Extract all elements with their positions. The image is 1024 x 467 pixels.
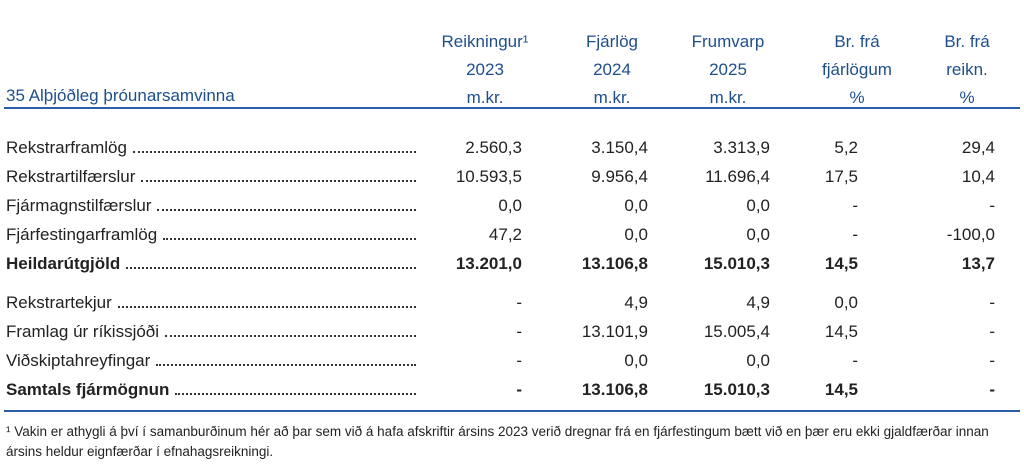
cell-value: - — [516, 380, 522, 399]
cell-value: 17,5 — [824, 167, 858, 186]
column-header: m.kr. — [709, 88, 747, 107]
column-header: % — [849, 88, 865, 107]
row-label: Viðskiptahreyfingar — [6, 351, 416, 371]
dot-leader — [132, 138, 416, 153]
cell-value: - — [516, 351, 522, 370]
header-rule — [4, 107, 1020, 109]
column-header: m.kr. — [593, 88, 631, 107]
dot-leader — [157, 196, 416, 211]
column-header: 2023 — [466, 60, 504, 79]
footnote: ¹ Vakin er athygli á því í samanburðinum… — [6, 424, 989, 459]
row-label: Fjárfestingarframlög — [6, 225, 416, 245]
row-label-text: Viðskiptahreyfingar — [6, 351, 151, 370]
row-label: Framlag úr ríkissjóði — [6, 322, 416, 342]
row-label: Rekstrartilfærslur — [6, 167, 416, 187]
dot-leader — [126, 254, 416, 269]
column-header: reikn. — [946, 60, 988, 79]
dot-leader — [165, 322, 416, 337]
row-label-text: Fjárfestingarframlög — [6, 225, 158, 244]
row-label-text: Samtals fjármögnun — [6, 380, 170, 399]
row-label: Rekstrarframlög — [6, 138, 416, 158]
dot-leader — [117, 293, 416, 308]
dot-leader — [163, 225, 416, 240]
cell-value: 3.150,4 — [591, 138, 648, 157]
cell-value: 2.560,3 — [465, 138, 522, 157]
cell-value: 4,9 — [624, 293, 648, 312]
cell-value: 15.010,3 — [703, 380, 770, 399]
row-label-text: Framlag úr ríkissjóði — [6, 322, 160, 341]
cell-value: - — [516, 322, 522, 341]
dot-leader — [175, 380, 416, 395]
column-header: Reikningur¹ — [441, 32, 529, 51]
row-label-text: Rekstrarframlög — [6, 138, 127, 157]
cell-value: - — [989, 322, 995, 341]
cell-value: 4,9 — [746, 293, 770, 312]
row-label: Samtals fjármögnun — [6, 380, 416, 400]
cell-value: - — [852, 351, 858, 370]
cell-value: 29,4 — [961, 138, 995, 157]
cell-value: - — [852, 196, 858, 215]
cell-value: 0,0 — [746, 196, 770, 215]
cell-value: 13.106,8 — [581, 254, 648, 273]
cell-value: - — [989, 196, 995, 215]
cell-value: 9.956,4 — [591, 167, 648, 186]
row-label: Rekstrartekjur — [6, 293, 416, 313]
cell-value: - — [989, 380, 995, 399]
cell-value: 0,0 — [624, 225, 648, 244]
cell-value: - — [516, 293, 522, 312]
column-header: fjárlögum — [822, 60, 892, 79]
cell-value: 13.106,8 — [581, 380, 648, 399]
cell-value: 47,2 — [488, 225, 522, 244]
column-header: Frumvarp — [691, 32, 765, 51]
table-title: 35 Alþjóðleg þróunarsamvinna — [6, 86, 235, 105]
row-label-text: Fjármagnstilfærslur — [6, 196, 152, 215]
row-label-text: Heildarútgjöld — [6, 254, 121, 273]
cell-value: 3.313,9 — [713, 138, 770, 157]
cell-value: - — [989, 351, 995, 370]
cell-value: -100,0 — [946, 225, 995, 244]
cell-value: - — [852, 225, 858, 244]
row-label: Heildarútgjöld — [6, 254, 416, 274]
row-label: Fjármagnstilfærslur — [6, 196, 416, 216]
column-header: Br. frá — [834, 32, 880, 51]
cell-value: 5,2 — [834, 138, 858, 157]
cell-value: 0,0 — [834, 293, 858, 312]
dot-leader — [156, 351, 416, 366]
column-header: m.kr. — [466, 88, 504, 107]
column-header: Br. frá — [944, 32, 990, 51]
dot-leader — [141, 167, 416, 182]
cell-value: 13.201,0 — [455, 254, 522, 273]
column-header: 2024 — [593, 60, 631, 79]
cell-value: 14,5 — [824, 380, 858, 399]
cell-value: 10,4 — [961, 167, 995, 186]
cell-value: 14,5 — [824, 322, 858, 341]
cell-value: 0,0 — [624, 196, 648, 215]
column-header: % — [959, 88, 975, 107]
column-header: Fjárlög — [586, 32, 638, 51]
cell-value: 10.593,5 — [455, 167, 522, 186]
cell-value: 15.010,3 — [703, 254, 770, 273]
cell-value: 0,0 — [498, 196, 522, 215]
cell-value: 0,0 — [746, 351, 770, 370]
row-label-text: Rekstrartilfærslur — [6, 167, 136, 186]
cell-value: 11.696,4 — [705, 167, 770, 186]
cell-value: 13,7 — [961, 254, 995, 273]
cell-value: 0,0 — [624, 351, 648, 370]
cell-value: 0,0 — [746, 225, 770, 244]
bottom-rule — [4, 410, 1020, 412]
column-header: 2025 — [709, 60, 747, 79]
cell-value: - — [989, 293, 995, 312]
cell-value: 13.101,9 — [581, 322, 648, 341]
cell-value: 14,5 — [824, 254, 858, 273]
row-label-text: Rekstrartekjur — [6, 293, 112, 312]
cell-value: 15.005,4 — [703, 322, 770, 341]
